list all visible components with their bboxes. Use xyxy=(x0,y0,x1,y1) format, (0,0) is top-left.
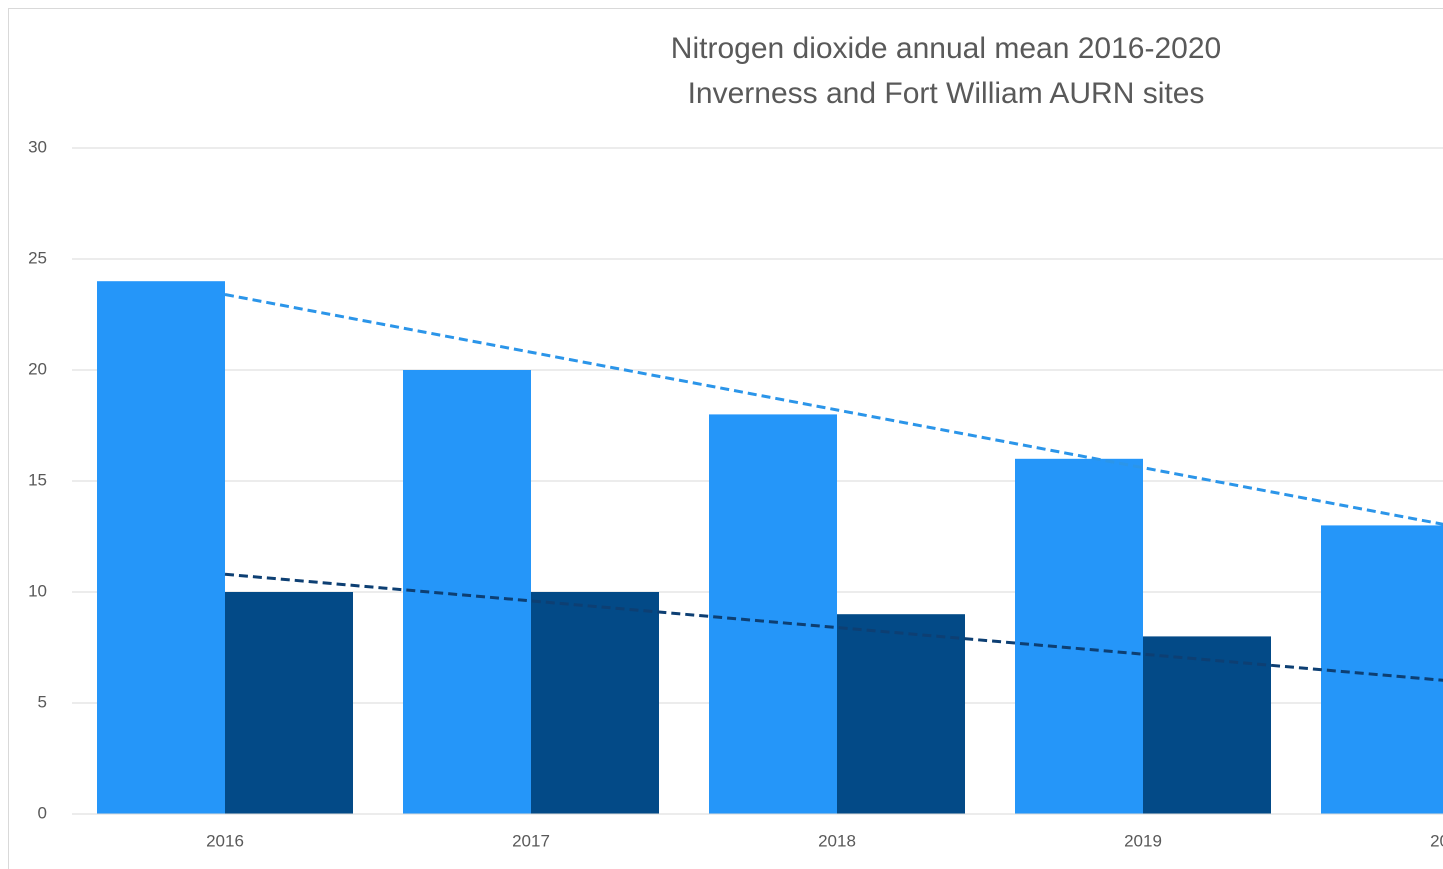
x-tick-label: 2016 xyxy=(206,831,244,850)
y-tick-label: 30 xyxy=(28,137,47,156)
x-tick-label: 2018 xyxy=(818,831,856,850)
y-tick-label: 20 xyxy=(28,359,47,378)
trendline xyxy=(224,572,1443,682)
bar xyxy=(1015,458,1143,814)
x-tick-label: 2017 xyxy=(512,831,550,850)
chart-frame xyxy=(8,8,1443,869)
bar xyxy=(97,281,225,814)
trendline xyxy=(224,293,1443,526)
chart-subtitle: Inverness and Fort William AURN sites xyxy=(688,77,1205,110)
bar xyxy=(1321,525,1443,814)
bar xyxy=(709,414,837,814)
x-tick-label: 2019 xyxy=(1124,831,1162,850)
x-tick-label: 2020 xyxy=(1430,831,1443,850)
bar xyxy=(531,592,659,814)
y-tick-label: 25 xyxy=(28,248,47,267)
y-tick-label: 5 xyxy=(38,692,47,711)
y-tick-label: 15 xyxy=(28,470,47,489)
bar xyxy=(1143,636,1271,814)
chart-title: Nitrogen dioxide annual mean 2016-2020 xyxy=(671,32,1221,65)
y-tick-label: 10 xyxy=(28,581,47,600)
y-tick-label: 0 xyxy=(38,803,47,822)
bar xyxy=(225,592,353,814)
bar xyxy=(837,614,965,814)
